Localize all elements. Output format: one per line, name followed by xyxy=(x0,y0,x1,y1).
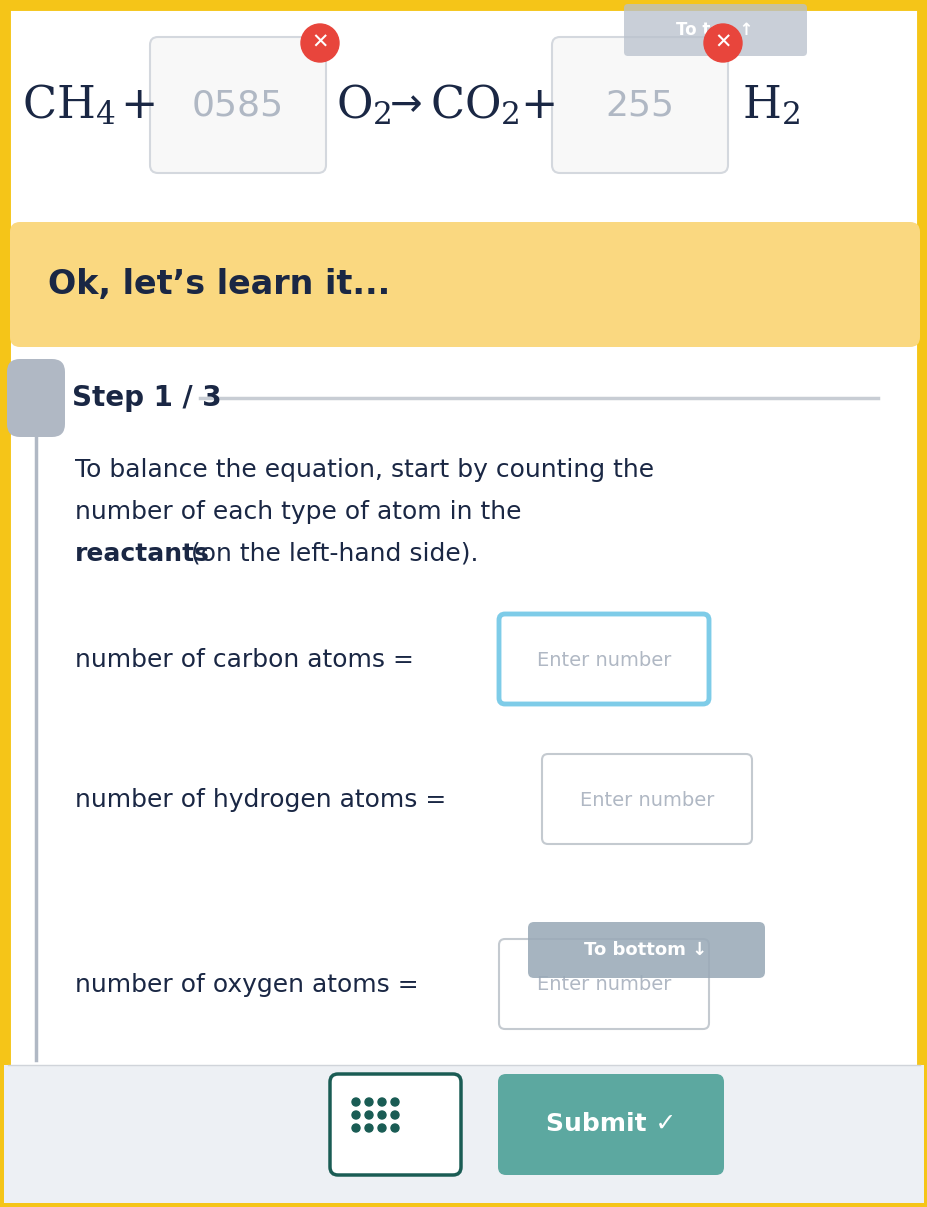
FancyBboxPatch shape xyxy=(4,4,923,1203)
FancyBboxPatch shape xyxy=(150,37,325,173)
Text: ✕: ✕ xyxy=(311,33,328,53)
FancyBboxPatch shape xyxy=(527,922,764,978)
FancyBboxPatch shape xyxy=(4,1065,923,1203)
Circle shape xyxy=(377,1110,386,1119)
Text: number of hydrogen atoms =: number of hydrogen atoms = xyxy=(75,788,453,812)
Text: Step 1 / 3: Step 1 / 3 xyxy=(72,384,222,412)
Circle shape xyxy=(351,1098,360,1106)
Text: reactants: reactants xyxy=(75,542,210,566)
Text: Enter number: Enter number xyxy=(536,975,670,995)
Text: ✕: ✕ xyxy=(714,33,731,53)
Circle shape xyxy=(390,1110,399,1119)
Text: $\mathregular{O_2}$: $\mathregular{O_2}$ xyxy=(336,82,391,128)
FancyBboxPatch shape xyxy=(541,754,751,844)
FancyBboxPatch shape xyxy=(499,939,708,1030)
Circle shape xyxy=(300,24,338,62)
Circle shape xyxy=(364,1098,373,1106)
Circle shape xyxy=(377,1124,386,1132)
FancyBboxPatch shape xyxy=(7,358,65,437)
FancyBboxPatch shape xyxy=(10,222,919,346)
Circle shape xyxy=(704,24,742,62)
Circle shape xyxy=(351,1110,360,1119)
FancyBboxPatch shape xyxy=(498,1074,723,1174)
Text: number of oxygen atoms =: number of oxygen atoms = xyxy=(75,973,426,997)
Text: →: → xyxy=(389,86,422,124)
Text: $\mathregular{H_2}$: $\mathregular{H_2}$ xyxy=(742,83,799,127)
FancyBboxPatch shape xyxy=(552,37,727,173)
Text: number of carbon atoms =: number of carbon atoms = xyxy=(75,648,422,672)
FancyBboxPatch shape xyxy=(330,1074,461,1174)
Text: 0585: 0585 xyxy=(192,88,284,122)
Text: Ok, let’s learn it...: Ok, let’s learn it... xyxy=(48,268,390,301)
Text: +: + xyxy=(120,83,158,127)
Text: $\mathregular{CH_4}$: $\mathregular{CH_4}$ xyxy=(22,82,115,128)
Text: Enter number: Enter number xyxy=(536,651,670,670)
Text: To top ↑: To top ↑ xyxy=(676,21,753,39)
FancyBboxPatch shape xyxy=(623,4,806,56)
Circle shape xyxy=(364,1124,373,1132)
Text: To balance the equation, start by counting the: To balance the equation, start by counti… xyxy=(75,457,654,482)
Text: 255: 255 xyxy=(604,88,674,122)
Circle shape xyxy=(390,1124,399,1132)
Text: Enter number: Enter number xyxy=(579,791,714,810)
Text: Submit ✓: Submit ✓ xyxy=(545,1112,676,1136)
Circle shape xyxy=(390,1098,399,1106)
Circle shape xyxy=(364,1110,373,1119)
Text: $\mathregular{CO_2}$: $\mathregular{CO_2}$ xyxy=(429,82,519,128)
Circle shape xyxy=(351,1124,360,1132)
FancyBboxPatch shape xyxy=(499,614,708,704)
Text: To bottom ↓: To bottom ↓ xyxy=(584,941,707,960)
Text: +: + xyxy=(519,83,557,127)
Text: (on the left-hand side).: (on the left-hand side). xyxy=(183,542,478,566)
Circle shape xyxy=(377,1098,386,1106)
Text: number of each type of atom in the: number of each type of atom in the xyxy=(75,500,521,524)
